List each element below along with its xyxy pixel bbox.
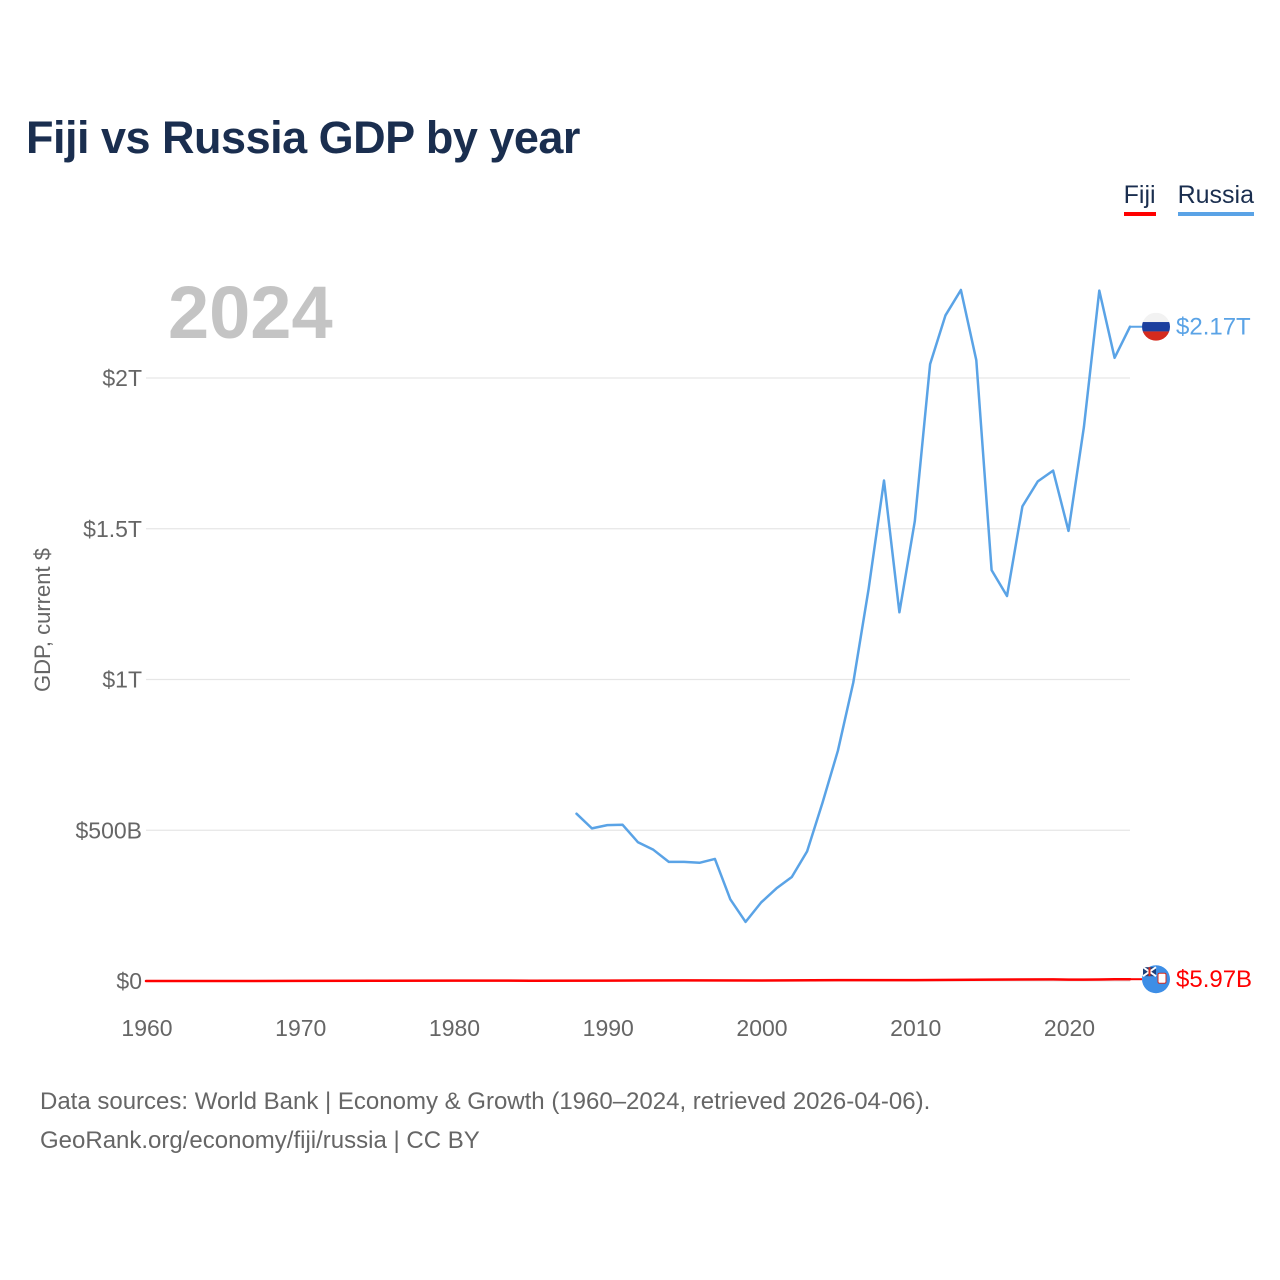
year-watermark: 2024 [168, 271, 333, 354]
x-tick-label: 2010 [890, 1015, 941, 1041]
x-tick-label: 2020 [1044, 1015, 1095, 1041]
end-value-label-fiji: $5.97B [1176, 966, 1252, 993]
series-line-russia [575, 288, 1132, 924]
y-tick-label: $0 [116, 968, 142, 994]
x-tick-label: 1960 [121, 1015, 172, 1041]
x-tick-label: 1990 [583, 1015, 634, 1041]
footer: Data sources: World Bank | Economy & Gro… [40, 1082, 930, 1160]
russia-flag-icon [1142, 312, 1170, 341]
y-tick-label: $500B [75, 817, 142, 843]
flag-marker-russia [1130, 312, 1170, 341]
flag-marker-fiji [1130, 965, 1170, 994]
legend: Fiji Russia [1123, 180, 1254, 216]
footer-sources: Data sources: World Bank | Economy & Gro… [40, 1088, 931, 1115]
x-tick-label: 2000 [736, 1015, 787, 1041]
x-tick-label: 1970 [275, 1015, 326, 1041]
legend-item-russia[interactable]: Russia [1177, 180, 1254, 216]
end-value-label-russia: $2.17T [1176, 314, 1251, 341]
legend-item-fiji[interactable]: Fiji [1123, 180, 1156, 216]
series-line-fiji [144, 977, 1132, 983]
y-tick-label: $1T [102, 667, 142, 693]
footer-credit[interactable]: GeoRank.org/economy/fiji/russia | CC BY [40, 1127, 480, 1154]
y-tick-label: $1.5T [83, 516, 142, 542]
y-tick-label: $2T [102, 365, 142, 391]
y-axis-label: GDP, current $ [30, 548, 55, 692]
x-tick-label: 1980 [429, 1015, 480, 1041]
chart-title: Fiji vs Russia GDP by year [26, 112, 580, 163]
fiji-flag-icon [1142, 965, 1170, 994]
